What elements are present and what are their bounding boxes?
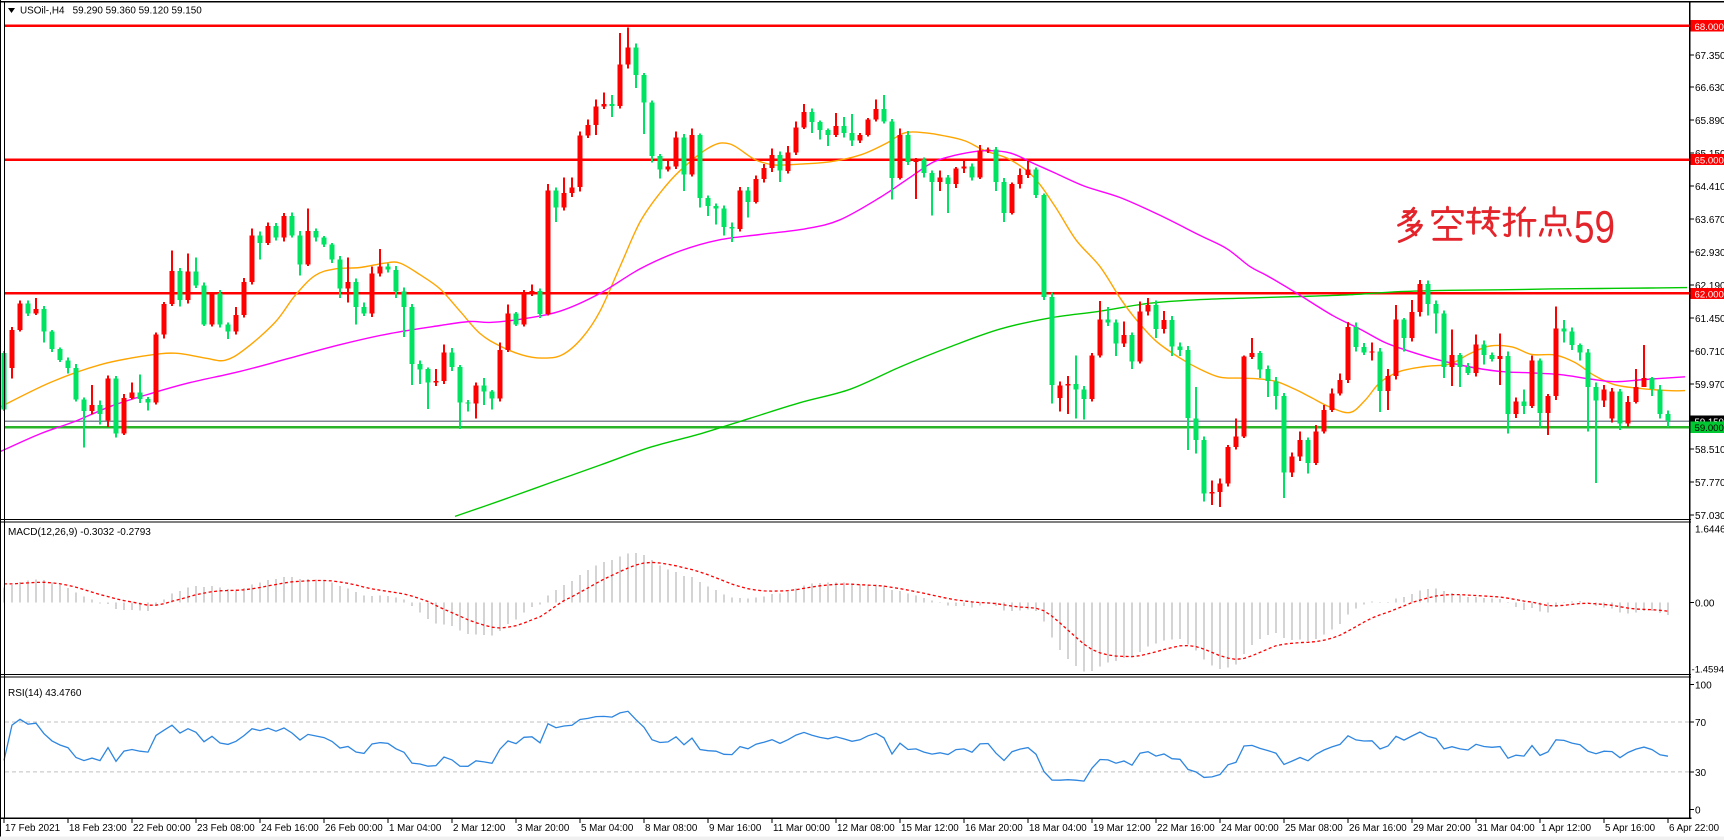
svg-text:USOil-,H4 59.290 59.360 59.1: USOil-,H4 59.290 59.360 59.120 59.150	[20, 6, 202, 17]
svg-text:22 Feb 00:00: 22 Feb 00:00	[133, 823, 191, 834]
svg-text:24 Mar 00:00: 24 Mar 00:00	[1221, 823, 1279, 834]
svg-text:60.710: 60.710	[1695, 347, 1724, 358]
svg-text:16 Mar 20:00: 16 Mar 20:00	[965, 823, 1023, 834]
svg-text:12 Mar 08:00: 12 Mar 08:00	[837, 823, 895, 834]
svg-text:15 Mar 12:00: 15 Mar 12:00	[901, 823, 959, 834]
svg-text:17 Feb 2021: 17 Feb 2021	[5, 823, 60, 834]
svg-text:65.890: 65.890	[1695, 116, 1724, 127]
svg-text:2 Mar 12:00: 2 Mar 12:00	[453, 823, 506, 834]
svg-text:61.450: 61.450	[1695, 314, 1724, 325]
svg-text:65.000: 65.000	[1695, 156, 1724, 167]
svg-text:8 Mar 08:00: 8 Mar 08:00	[645, 823, 698, 834]
svg-text:62.930: 62.930	[1695, 248, 1724, 259]
svg-text:62.190: 62.190	[1695, 281, 1724, 292]
svg-text:25 Mar 08:00: 25 Mar 08:00	[1285, 823, 1343, 834]
svg-text:67.350: 67.350	[1695, 51, 1724, 62]
svg-text:64.410: 64.410	[1695, 182, 1724, 193]
svg-text:26 Feb 00:00: 26 Feb 00:00	[325, 823, 383, 834]
svg-text:62.000: 62.000	[1695, 289, 1724, 300]
svg-text:58.510: 58.510	[1695, 445, 1724, 456]
svg-text:23 Feb 08:00: 23 Feb 08:00	[197, 823, 255, 834]
svg-text:RSI(14) 43.4760: RSI(14) 43.4760	[8, 688, 82, 699]
svg-text:18 Feb 23:00: 18 Feb 23:00	[69, 823, 127, 834]
svg-text:63.670: 63.670	[1695, 215, 1724, 226]
svg-text:1 Mar 04:00: 1 Mar 04:00	[389, 823, 442, 834]
svg-text:59.000: 59.000	[1695, 423, 1724, 434]
svg-text:30: 30	[1695, 768, 1707, 779]
svg-text:9 Mar 16:00: 9 Mar 16:00	[709, 823, 762, 834]
svg-text:19 Mar 12:00: 19 Mar 12:00	[1093, 823, 1151, 834]
svg-text:57.030: 57.030	[1695, 511, 1724, 522]
svg-text:6 Apr 22:00: 6 Apr 22:00	[1669, 823, 1720, 834]
svg-text:11 Mar 00:00: 11 Mar 00:00	[773, 823, 831, 834]
svg-text:70: 70	[1695, 718, 1707, 729]
svg-text:3 Mar 20:00: 3 Mar 20:00	[517, 823, 570, 834]
svg-text:26 Mar 16:00: 26 Mar 16:00	[1349, 823, 1407, 834]
svg-text:68.000: 68.000	[1695, 22, 1724, 33]
svg-text:0: 0	[1695, 805, 1701, 816]
svg-text:29 Mar 20:00: 29 Mar 20:00	[1413, 823, 1471, 834]
svg-text:66.630: 66.630	[1695, 83, 1724, 94]
svg-text:-1.4594: -1.4594	[1692, 664, 1724, 675]
svg-text:31 Mar 04:00: 31 Mar 04:00	[1477, 823, 1535, 834]
svg-text:5 Mar 04:00: 5 Mar 04:00	[581, 823, 634, 834]
svg-text:1.6446: 1.6446	[1695, 524, 1724, 535]
svg-text:1 Apr 12:00: 1 Apr 12:00	[1541, 823, 1592, 834]
svg-text:59.970: 59.970	[1695, 380, 1724, 391]
svg-text:5 Apr 16:00: 5 Apr 16:00	[1605, 823, 1656, 834]
svg-text:22 Mar 16:00: 22 Mar 16:00	[1157, 823, 1215, 834]
svg-text:57.770: 57.770	[1695, 478, 1724, 489]
svg-text:0.00: 0.00	[1695, 599, 1715, 610]
svg-text:100: 100	[1695, 681, 1712, 692]
svg-text:18 Mar 04:00: 18 Mar 04:00	[1029, 823, 1087, 834]
svg-text:MACD(12,26,9) -0.3032 -0.2793: MACD(12,26,9) -0.3032 -0.2793	[8, 527, 151, 538]
svg-text:24 Feb 16:00: 24 Feb 16:00	[261, 823, 319, 834]
svg-text:59: 59	[1574, 202, 1615, 253]
